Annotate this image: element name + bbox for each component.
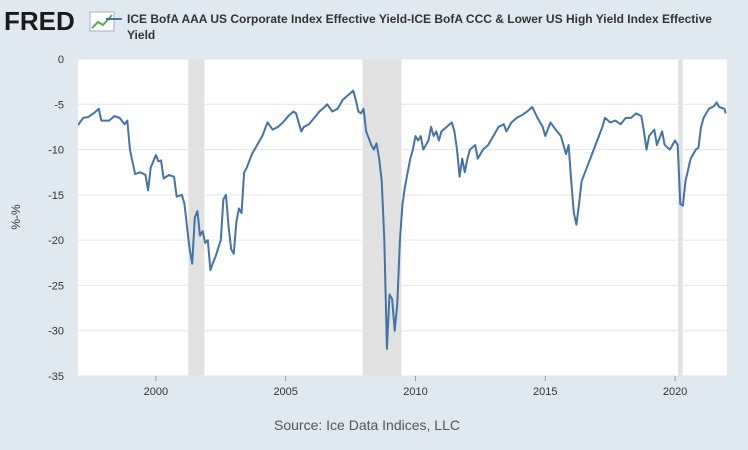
y-tick-label: -15 xyxy=(48,190,64,202)
logo-icon xyxy=(89,11,115,32)
x-tick-label: 2010 xyxy=(403,386,427,398)
recession-band xyxy=(678,59,683,376)
x-tick-label: 2020 xyxy=(663,386,687,398)
x-tick-label: 2005 xyxy=(273,386,297,398)
legend-label: ICE BofA AAA US Corporate Index Effectiv… xyxy=(127,12,712,42)
y-tick-label: -20 xyxy=(48,235,64,247)
y-tick-label: -30 xyxy=(48,326,64,338)
y-tick-label: -25 xyxy=(48,280,64,292)
y-tick-label: -5 xyxy=(54,99,64,111)
series-line xyxy=(78,89,727,350)
y-axis-label: %-% xyxy=(9,204,23,230)
source: Source: Ice Data Indices, LLC xyxy=(274,417,460,433)
x-tick-label: 2000 xyxy=(144,386,168,398)
y-tick-label: -10 xyxy=(48,145,64,157)
x-tick-label: 2015 xyxy=(533,386,557,398)
recession-band xyxy=(188,59,205,376)
y-tick-label: -35 xyxy=(48,371,64,383)
y-tick-label: 0 xyxy=(58,54,64,66)
logo: FRED xyxy=(4,6,75,36)
